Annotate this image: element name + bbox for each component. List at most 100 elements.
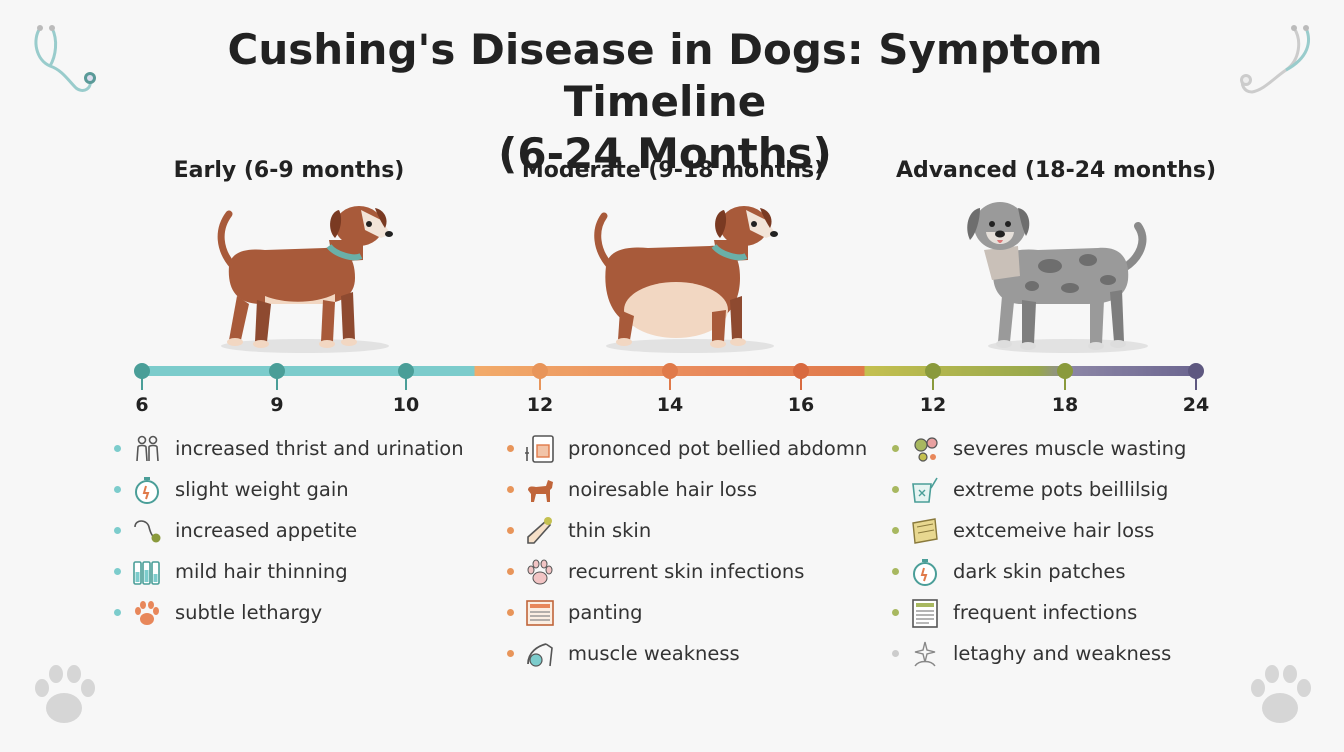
stage-title-advanced: Advanced (18-24 months) <box>895 158 1217 183</box>
list-item: increased appetite <box>114 510 464 551</box>
timeline-marker-16 <box>793 363 809 390</box>
symptom-text: extcemeive hair loss <box>953 519 1155 542</box>
page-title: Cushing's Disease in Dogs: Symptom Timel… <box>150 24 1180 180</box>
advanced-symptom-list: severes muscle wasting extreme pots beil… <box>892 428 1186 674</box>
bullet-dot <box>114 568 121 575</box>
tick-label: 12 <box>526 394 554 416</box>
symptom-text: muscle weakness <box>568 642 740 665</box>
symptom-text: panting <box>568 601 643 624</box>
bullet-dot <box>507 486 514 493</box>
tick-label: 24 <box>1182 394 1210 416</box>
symptom-text: noiresable hair loss <box>568 478 758 501</box>
stage-title-moderate: Moderate (9-18 months) <box>521 158 825 183</box>
tick-label: 12 <box>919 394 947 416</box>
symptom-text: subtle lethargy <box>175 601 323 624</box>
bullet-dot <box>114 527 121 534</box>
symptom-text: increased appetite <box>175 519 358 542</box>
tick-label: 9 <box>270 394 284 416</box>
timeline-marker-24 <box>1188 363 1204 390</box>
timeline-marker-9 <box>269 363 285 390</box>
symptom-text: severes muscle wasting <box>953 437 1187 460</box>
advanced-stage-dog-illustration <box>967 202 1148 353</box>
timeline-marker-12a <box>532 363 548 390</box>
timeline-marker-6 <box>134 363 150 390</box>
list-item: extcemeive hair loss <box>892 510 1186 551</box>
timeline-marker-12b <box>925 363 941 390</box>
bullet-dot <box>114 486 121 493</box>
stethoscope-icon <box>134 519 161 542</box>
tick-label: 16 <box>787 394 815 416</box>
symptom-text: recurrent skin infections <box>568 560 805 583</box>
cloth-icon <box>912 517 938 544</box>
stethoscope-icon <box>1240 25 1310 94</box>
document-icon <box>912 598 938 628</box>
symptom-text: frequent infections <box>953 601 1138 624</box>
bullet-dot <box>892 527 899 534</box>
timeline-markers <box>134 363 1204 390</box>
timeline-marker-18 <box>1057 363 1073 390</box>
list-item: thin skin <box>507 510 867 551</box>
tick-label: 18 <box>1051 394 1079 416</box>
cup-icon <box>912 477 938 503</box>
bullet-dot <box>892 486 899 493</box>
bullet-dot <box>892 445 899 452</box>
symptom-text: thin skin <box>568 519 652 542</box>
stethoscope-icon <box>527 642 553 667</box>
stage-title-early: Early (6-9 months) <box>173 158 405 183</box>
list-item: slight weight gain <box>114 469 464 510</box>
sparkle-icon <box>914 641 936 666</box>
syringe-icon <box>527 516 552 544</box>
bullet-dot <box>507 527 514 534</box>
timeline-marker-14 <box>662 363 678 390</box>
list-item: increased thrist and urination <box>114 428 464 469</box>
bullet-dot <box>892 609 899 616</box>
symptom-text: extreme pots beillilsig <box>953 478 1169 501</box>
symptom-text: mild hair thinning <box>175 560 348 583</box>
list-item: mild hair thinning <box>114 551 464 592</box>
people-icon <box>136 435 159 461</box>
list-item: muscle weakness <box>507 633 867 674</box>
paw-print-icon <box>1251 665 1311 723</box>
list-item: noiresable hair loss <box>507 469 867 510</box>
tick-label: 10 <box>392 394 420 416</box>
list-item: frequent infections <box>892 592 1186 633</box>
bullet-dot <box>507 609 514 616</box>
stethoscope-icon <box>34 25 96 92</box>
stopwatch-icon <box>913 558 937 586</box>
symptom-text: letaghy and weakness <box>953 642 1172 665</box>
list-item: panting <box>507 592 867 633</box>
bullet-dot <box>507 650 514 657</box>
title-line-2: (6-24 Months) <box>498 129 832 178</box>
tick-label: 6 <box>135 394 149 416</box>
newspaper-icon <box>526 599 554 626</box>
moderate-stage-dog-illustration <box>594 206 778 353</box>
stopwatch-icon <box>135 476 159 504</box>
bullet-dot <box>114 609 121 616</box>
list-item: subtle lethargy <box>114 592 464 633</box>
bullet-dot <box>114 445 121 452</box>
list-item: prononced pot bellied abdomn <box>507 428 867 469</box>
dog-icon <box>528 479 553 502</box>
symptom-text: prononced pot bellied abdomn <box>568 437 868 460</box>
moderate-symptom-list: prononced pot bellied abdomn noiresable … <box>507 428 867 674</box>
symptom-text: dark skin patches <box>953 560 1126 583</box>
title-line-1: Cushing's Disease in Dogs: Symptom Timel… <box>227 25 1103 126</box>
timeline-marker-10 <box>398 363 414 390</box>
early-symptom-list: increased thrist and urination slight we… <box>114 428 464 633</box>
list-item: extreme pots beillilsig <box>892 469 1186 510</box>
list-item: recurrent skin infections <box>507 551 867 592</box>
symptom-text: increased thrist and urination <box>175 437 464 460</box>
paw-print-icon <box>35 665 95 723</box>
paw-icon <box>527 559 553 584</box>
bullet-dot <box>507 445 514 452</box>
paw-icon <box>135 600 159 625</box>
bullet-dot <box>507 568 514 575</box>
symptom-text: slight weight gain <box>175 478 349 501</box>
list-item: severes muscle wasting <box>892 428 1186 469</box>
germs-icon <box>914 436 938 462</box>
list-item: letaghy and weakness <box>892 633 1186 674</box>
chart-icon <box>525 434 554 463</box>
bottles-icon <box>133 560 160 585</box>
tick-label: 14 <box>656 394 684 416</box>
